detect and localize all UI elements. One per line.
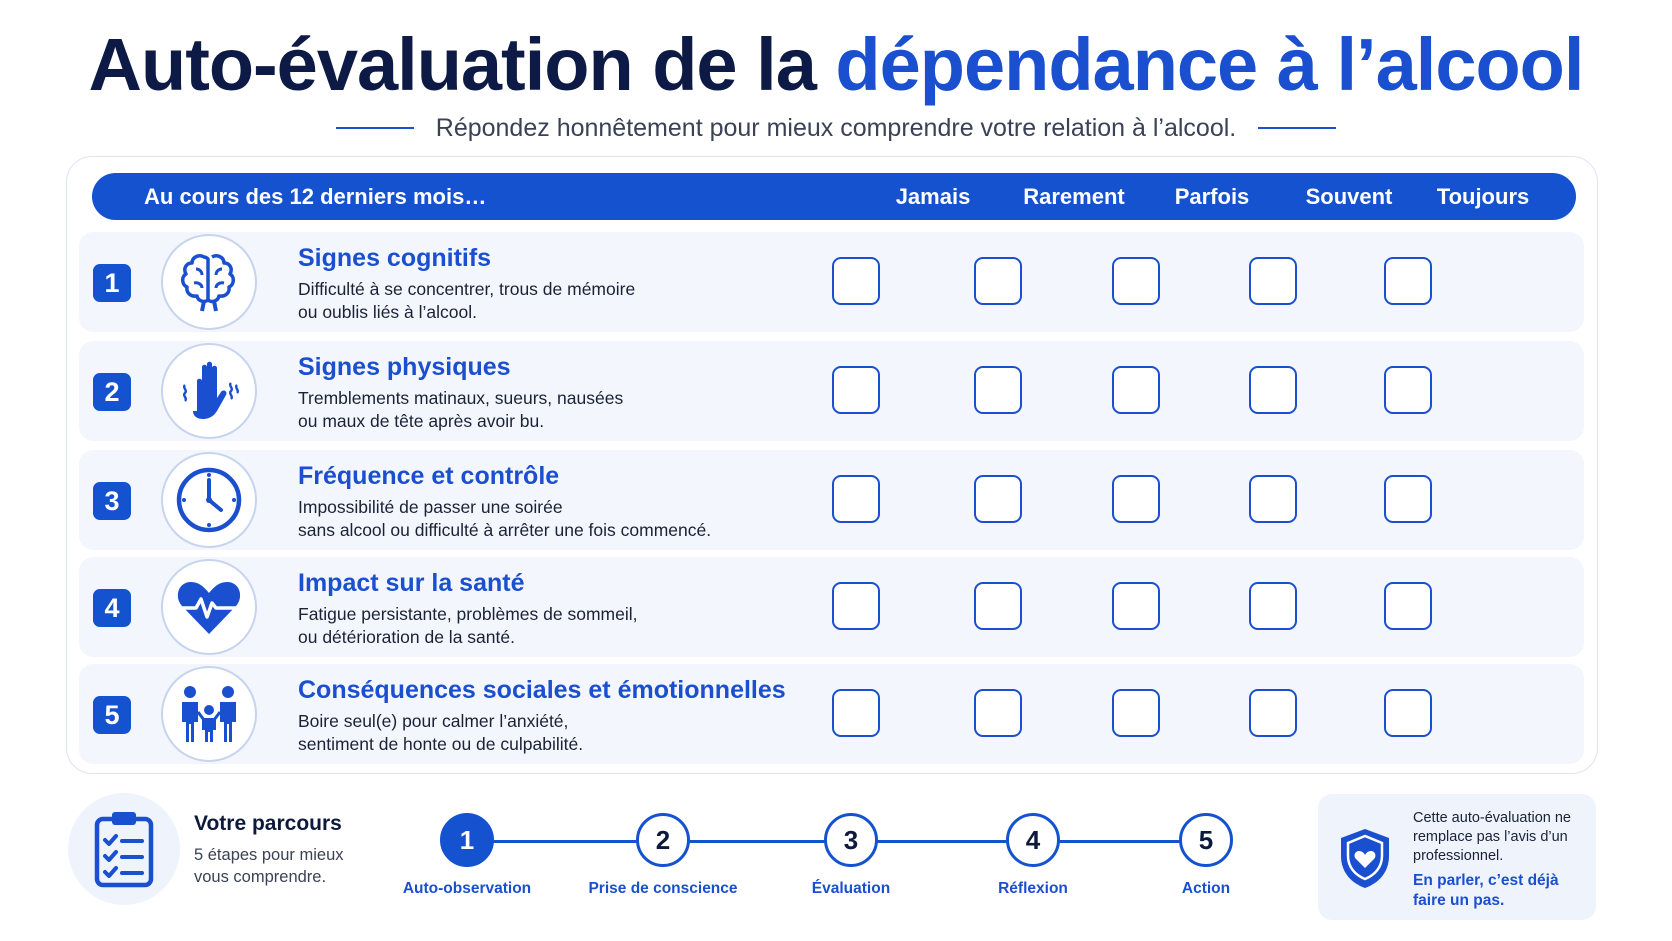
checkbox-toujours[interactable] bbox=[1384, 582, 1432, 630]
row-title: Signes physiques bbox=[298, 353, 511, 381]
row-description: Boire seul(e) pour calmer l’anxiété, sent… bbox=[298, 711, 584, 754]
family-icon bbox=[161, 666, 257, 762]
disclaimer-body: Cette auto-évaluation ne remplace pas l’… bbox=[1413, 810, 1571, 864]
question-row-cognitive: 1 Signes cognitifs Difficulté à se conce… bbox=[79, 232, 1584, 332]
column-header-jamais: Jamais bbox=[895, 184, 971, 209]
checkbox-jamais[interactable] bbox=[832, 475, 880, 523]
page-subtitle: Répondez honnêtement pour mieux comprend… bbox=[435, 113, 1237, 142]
checkbox-jamais[interactable] bbox=[832, 257, 880, 305]
checkbox-toujours[interactable] bbox=[1384, 257, 1432, 305]
journey-title: Votre parcours bbox=[194, 812, 342, 835]
checkbox-parfois[interactable] bbox=[1112, 475, 1160, 523]
row-number: 4 bbox=[93, 589, 131, 627]
checkbox-souvent[interactable] bbox=[1249, 582, 1297, 630]
checkbox-rarement[interactable] bbox=[974, 257, 1022, 305]
question-row-health: 4 Impact sur la santé Fatigue persistant… bbox=[79, 557, 1584, 657]
checkbox-rarement[interactable] bbox=[974, 582, 1022, 630]
row-description: Tremblements matinaux, sueurs, nausées ou… bbox=[298, 388, 624, 431]
title-main: Auto-évaluation de la bbox=[88, 23, 836, 106]
journey-description: 5 étapes pour mieux vous comprendre. bbox=[194, 846, 344, 886]
question-row-physical: 2 Signes physiques Tremblements matinaux… bbox=[79, 341, 1584, 441]
brain-icon bbox=[161, 234, 257, 330]
title-accent: dépendance à l’alcool bbox=[835, 23, 1584, 106]
step-4-circle[interactable]: 4 bbox=[1006, 813, 1060, 867]
period-label: Au cours des 12 derniers mois… bbox=[144, 184, 487, 209]
question-row-social: 5 Conséquences sociales et émotionnelles… bbox=[79, 664, 1584, 764]
subtitle-row: Répondez honnêtement pour mieux comprend… bbox=[0, 108, 1672, 148]
checkbox-souvent[interactable] bbox=[1249, 475, 1297, 523]
row-title: Fréquence et contrôle bbox=[298, 462, 560, 490]
step-4-label: Réflexion bbox=[998, 880, 1068, 897]
checkbox-parfois[interactable] bbox=[1112, 366, 1160, 414]
row-description: Impossibilité de passer une soirée sans a… bbox=[298, 497, 712, 540]
row-title: Signes cognitifs bbox=[298, 244, 492, 272]
subtitle-divider-left bbox=[335, 127, 414, 129]
step-2-label: Prise de conscience bbox=[588, 880, 738, 897]
disclaimer-callout: En parler, c’est déjà faire un pas. bbox=[1413, 872, 1559, 909]
question-row-frequency: 3 Fréquence et contrôle Impossibilité de… bbox=[79, 450, 1584, 550]
checkbox-rarement[interactable] bbox=[974, 475, 1022, 523]
row-description: Fatigue persistante, problèmes de sommei… bbox=[298, 604, 638, 647]
step-1-circle[interactable]: 1 bbox=[440, 813, 494, 867]
column-header-souvent: Souvent bbox=[1305, 184, 1393, 209]
heartbeat-icon bbox=[161, 559, 257, 655]
column-header-parfois: Parfois bbox=[1174, 184, 1250, 209]
disclaimer-text: Cette auto-évaluation ne remplace pas l’… bbox=[1413, 809, 1593, 911]
shield-heart-icon bbox=[1336, 826, 1394, 895]
column-header-toujours: Toujours bbox=[1436, 184, 1530, 209]
checkbox-souvent[interactable] bbox=[1249, 689, 1297, 737]
checkbox-souvent[interactable] bbox=[1249, 257, 1297, 305]
row-title: Impact sur la santé bbox=[298, 569, 525, 597]
clipboard-checklist-icon bbox=[68, 793, 180, 905]
checkbox-parfois[interactable] bbox=[1112, 257, 1160, 305]
row-number: 5 bbox=[93, 696, 131, 734]
column-header-rarement: Rarement bbox=[1023, 184, 1125, 209]
step-5-circle[interactable]: 5 bbox=[1179, 813, 1233, 867]
row-number: 3 bbox=[93, 482, 131, 520]
subtitle-divider-right bbox=[1258, 127, 1337, 129]
trembling-hand-icon bbox=[161, 343, 257, 439]
checkbox-toujours[interactable] bbox=[1384, 366, 1432, 414]
step-1-label: Auto-observation bbox=[402, 880, 532, 897]
checkbox-rarement[interactable] bbox=[974, 366, 1022, 414]
checkbox-jamais[interactable] bbox=[832, 689, 880, 737]
row-title: Conséquences sociales et émotionnelles bbox=[298, 676, 786, 704]
row-number: 1 bbox=[93, 264, 131, 302]
step-2-circle[interactable]: 2 bbox=[636, 813, 690, 867]
checkbox-parfois[interactable] bbox=[1112, 689, 1160, 737]
disclaimer-box: Cette auto-évaluation ne remplace pas l’… bbox=[1318, 794, 1596, 920]
checkbox-rarement[interactable] bbox=[974, 689, 1022, 737]
step-3-label: Évaluation bbox=[811, 880, 891, 897]
page-title: Auto-évaluation de la dépendance à l’alc… bbox=[0, 22, 1672, 108]
checkbox-jamais[interactable] bbox=[832, 582, 880, 630]
checkbox-toujours[interactable] bbox=[1384, 475, 1432, 523]
step-5-label: Action bbox=[1181, 880, 1231, 897]
checkbox-toujours[interactable] bbox=[1384, 689, 1432, 737]
checkbox-jamais[interactable] bbox=[832, 366, 880, 414]
checkbox-souvent[interactable] bbox=[1249, 366, 1297, 414]
table-header-bar: Au cours des 12 derniers mois… Jamais Ra… bbox=[92, 173, 1576, 220]
row-number: 2 bbox=[93, 373, 131, 411]
clock-icon bbox=[161, 452, 257, 548]
checkbox-parfois[interactable] bbox=[1112, 582, 1160, 630]
row-description: Difficulté à se concentrer, trous de mém… bbox=[298, 279, 636, 322]
step-3-circle[interactable]: 3 bbox=[824, 813, 878, 867]
